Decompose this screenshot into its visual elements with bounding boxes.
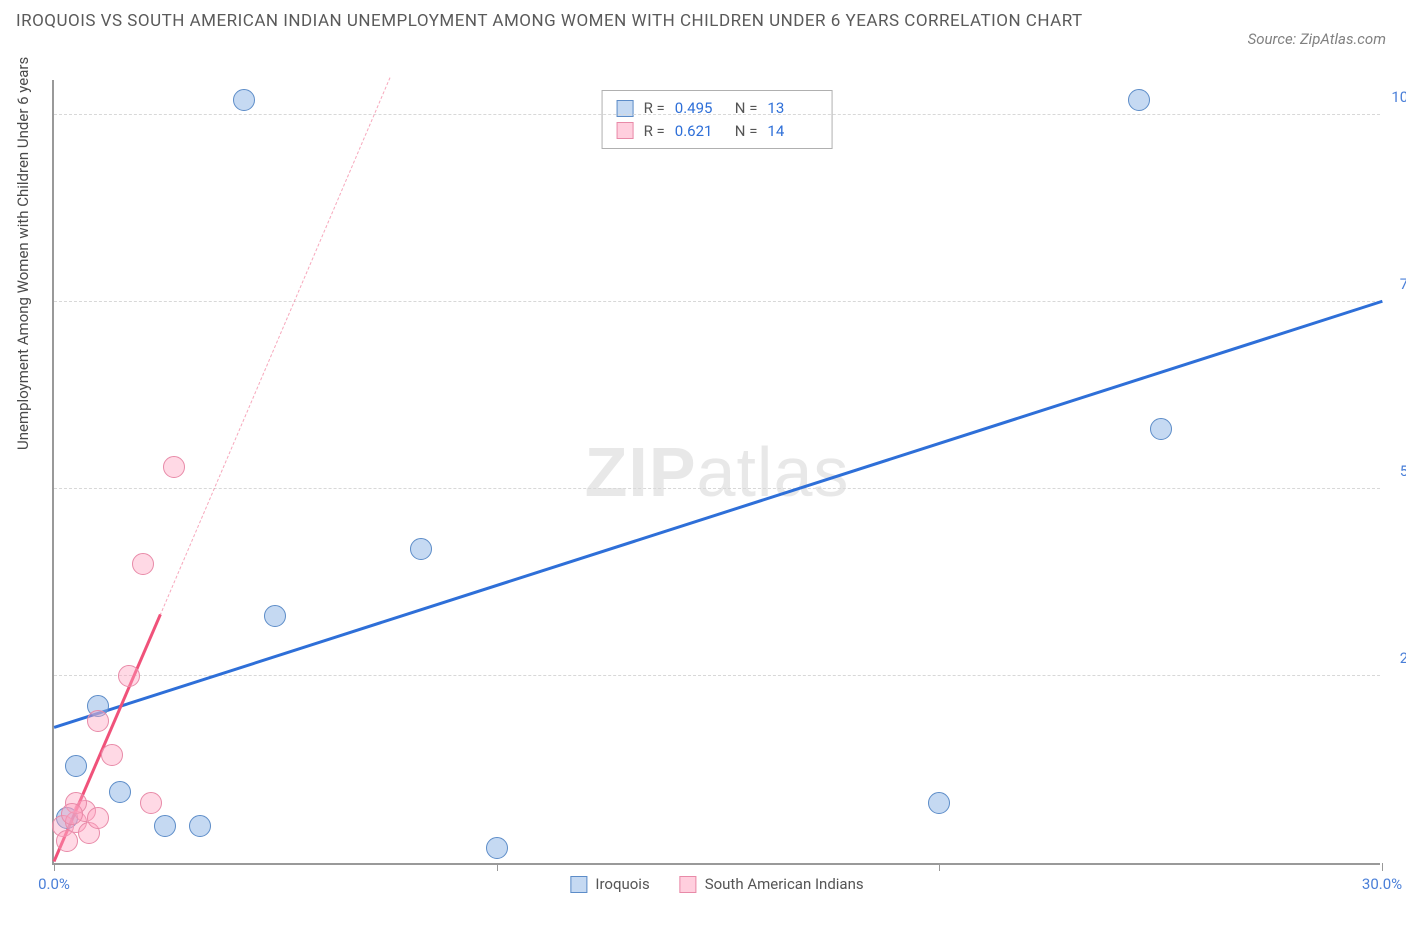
series-legend: Iroquois South American Indians [570,875,863,893]
x-tick-label: 30.0% [1362,875,1402,893]
data-point [109,781,131,803]
trend-line [54,300,1383,729]
data-point [189,815,211,837]
data-point [410,538,432,560]
gridline [54,675,1380,676]
data-point [65,755,87,777]
y-axis-label: Unemployment Among Women with Children U… [14,57,32,450]
watermark: ZIPatlas [585,432,850,512]
gridline [54,114,1380,115]
data-point [163,456,185,478]
data-point [118,665,140,687]
y-tick-label: 75.0% [1400,275,1406,293]
y-tick-label: 25.0% [1400,649,1406,667]
x-tick [497,863,498,871]
source-attribution: Source: ZipAtlas.com [1248,30,1386,48]
stats-row: R =0.495N =13 [617,97,818,120]
gridline [54,301,1380,302]
x-tick [1382,863,1383,871]
scatter-chart: ZIPatlas R =0.495N =13R =0.621N =14 Iroq… [52,80,1380,865]
data-point [101,744,123,766]
x-tick-label: 0.0% [38,875,70,893]
legend-swatch [680,876,697,893]
data-point [486,837,508,859]
data-point [87,710,109,732]
data-point [1128,89,1150,111]
stats-row: R =0.621N =14 [617,120,818,143]
x-tick [54,863,55,871]
data-point [233,89,255,111]
legend-item: Iroquois [570,875,649,893]
data-point [264,605,286,627]
legend-swatch [570,876,587,893]
legend-item: South American Indians [680,875,864,893]
data-point [56,830,78,852]
data-point [87,807,109,829]
chart-title: IROQUOIS VS SOUTH AMERICAN INDIAN UNEMPL… [16,8,1116,35]
data-point [1150,418,1172,440]
data-point [140,792,162,814]
trend-line [160,77,391,616]
data-point [154,815,176,837]
stats-legend-box: R =0.495N =13R =0.621N =14 [602,90,833,149]
data-point [928,792,950,814]
data-point [132,553,154,575]
x-tick [939,863,940,871]
y-tick-label: 50.0% [1400,462,1406,480]
y-tick-label: 100.0% [1391,88,1406,106]
data-point [61,803,83,825]
legend-swatch [617,122,634,139]
gridline [54,488,1380,489]
